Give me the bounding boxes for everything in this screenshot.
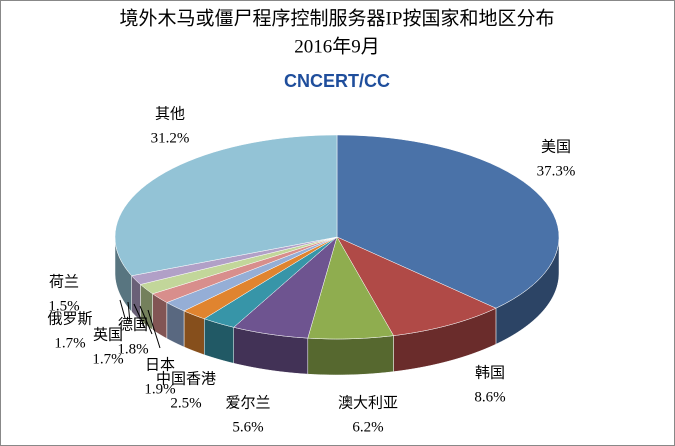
value-label: 8.6%: [474, 389, 505, 405]
value-label: 1.5%: [48, 298, 79, 314]
slice: [139, 236, 338, 295]
leader-line: [119, 299, 126, 319]
slice: [203, 236, 338, 328]
slice-label: 英国: [93, 325, 123, 343]
slice-label: 日本: [145, 356, 175, 373]
slice-label: 韩国: [475, 364, 505, 381]
slice: [183, 236, 338, 320]
value-label: 1.7%: [92, 351, 123, 367]
slice: [114, 134, 338, 277]
slice: [166, 236, 338, 312]
slice: [336, 134, 560, 309]
value-label: 1.9%: [144, 381, 175, 397]
slice: [131, 236, 338, 285]
value-label: 6.2%: [352, 419, 383, 435]
slice-label: 其他: [155, 105, 185, 122]
slice-label: 德国: [118, 315, 148, 333]
slice-side: [307, 335, 394, 376]
leader-line: [147, 309, 161, 349]
leader-line: [139, 305, 153, 335]
slice: [336, 236, 497, 336]
slice: [233, 236, 338, 339]
slice-label: 澳大利亚: [338, 394, 398, 411]
chart-title: 境外木马或僵尸程序控制服务器IP按国家和地区分布: [120, 7, 555, 29]
leader-line: [127, 301, 131, 323]
leader-line: [133, 303, 146, 329]
slice-label: 中国香港: [156, 370, 216, 387]
value-label: 1.8%: [117, 341, 148, 357]
value-label: 2.5%: [170, 395, 201, 411]
slice-label: 美国: [541, 138, 571, 155]
slice: [307, 236, 394, 340]
value-label: 1.7%: [54, 335, 85, 351]
value-label: 37.3%: [537, 163, 576, 179]
chart-subtitle: 2016年9月: [294, 35, 380, 57]
slice-label: 俄罗斯: [47, 310, 92, 327]
slice-label: 荷兰: [49, 273, 79, 290]
value-label: 5.6%: [232, 419, 263, 435]
slice: [152, 236, 338, 303]
slice-label: 爱尔兰: [225, 394, 270, 411]
value-label: 31.2%: [151, 130, 190, 146]
logo: CNCERT/CC: [284, 71, 390, 91]
